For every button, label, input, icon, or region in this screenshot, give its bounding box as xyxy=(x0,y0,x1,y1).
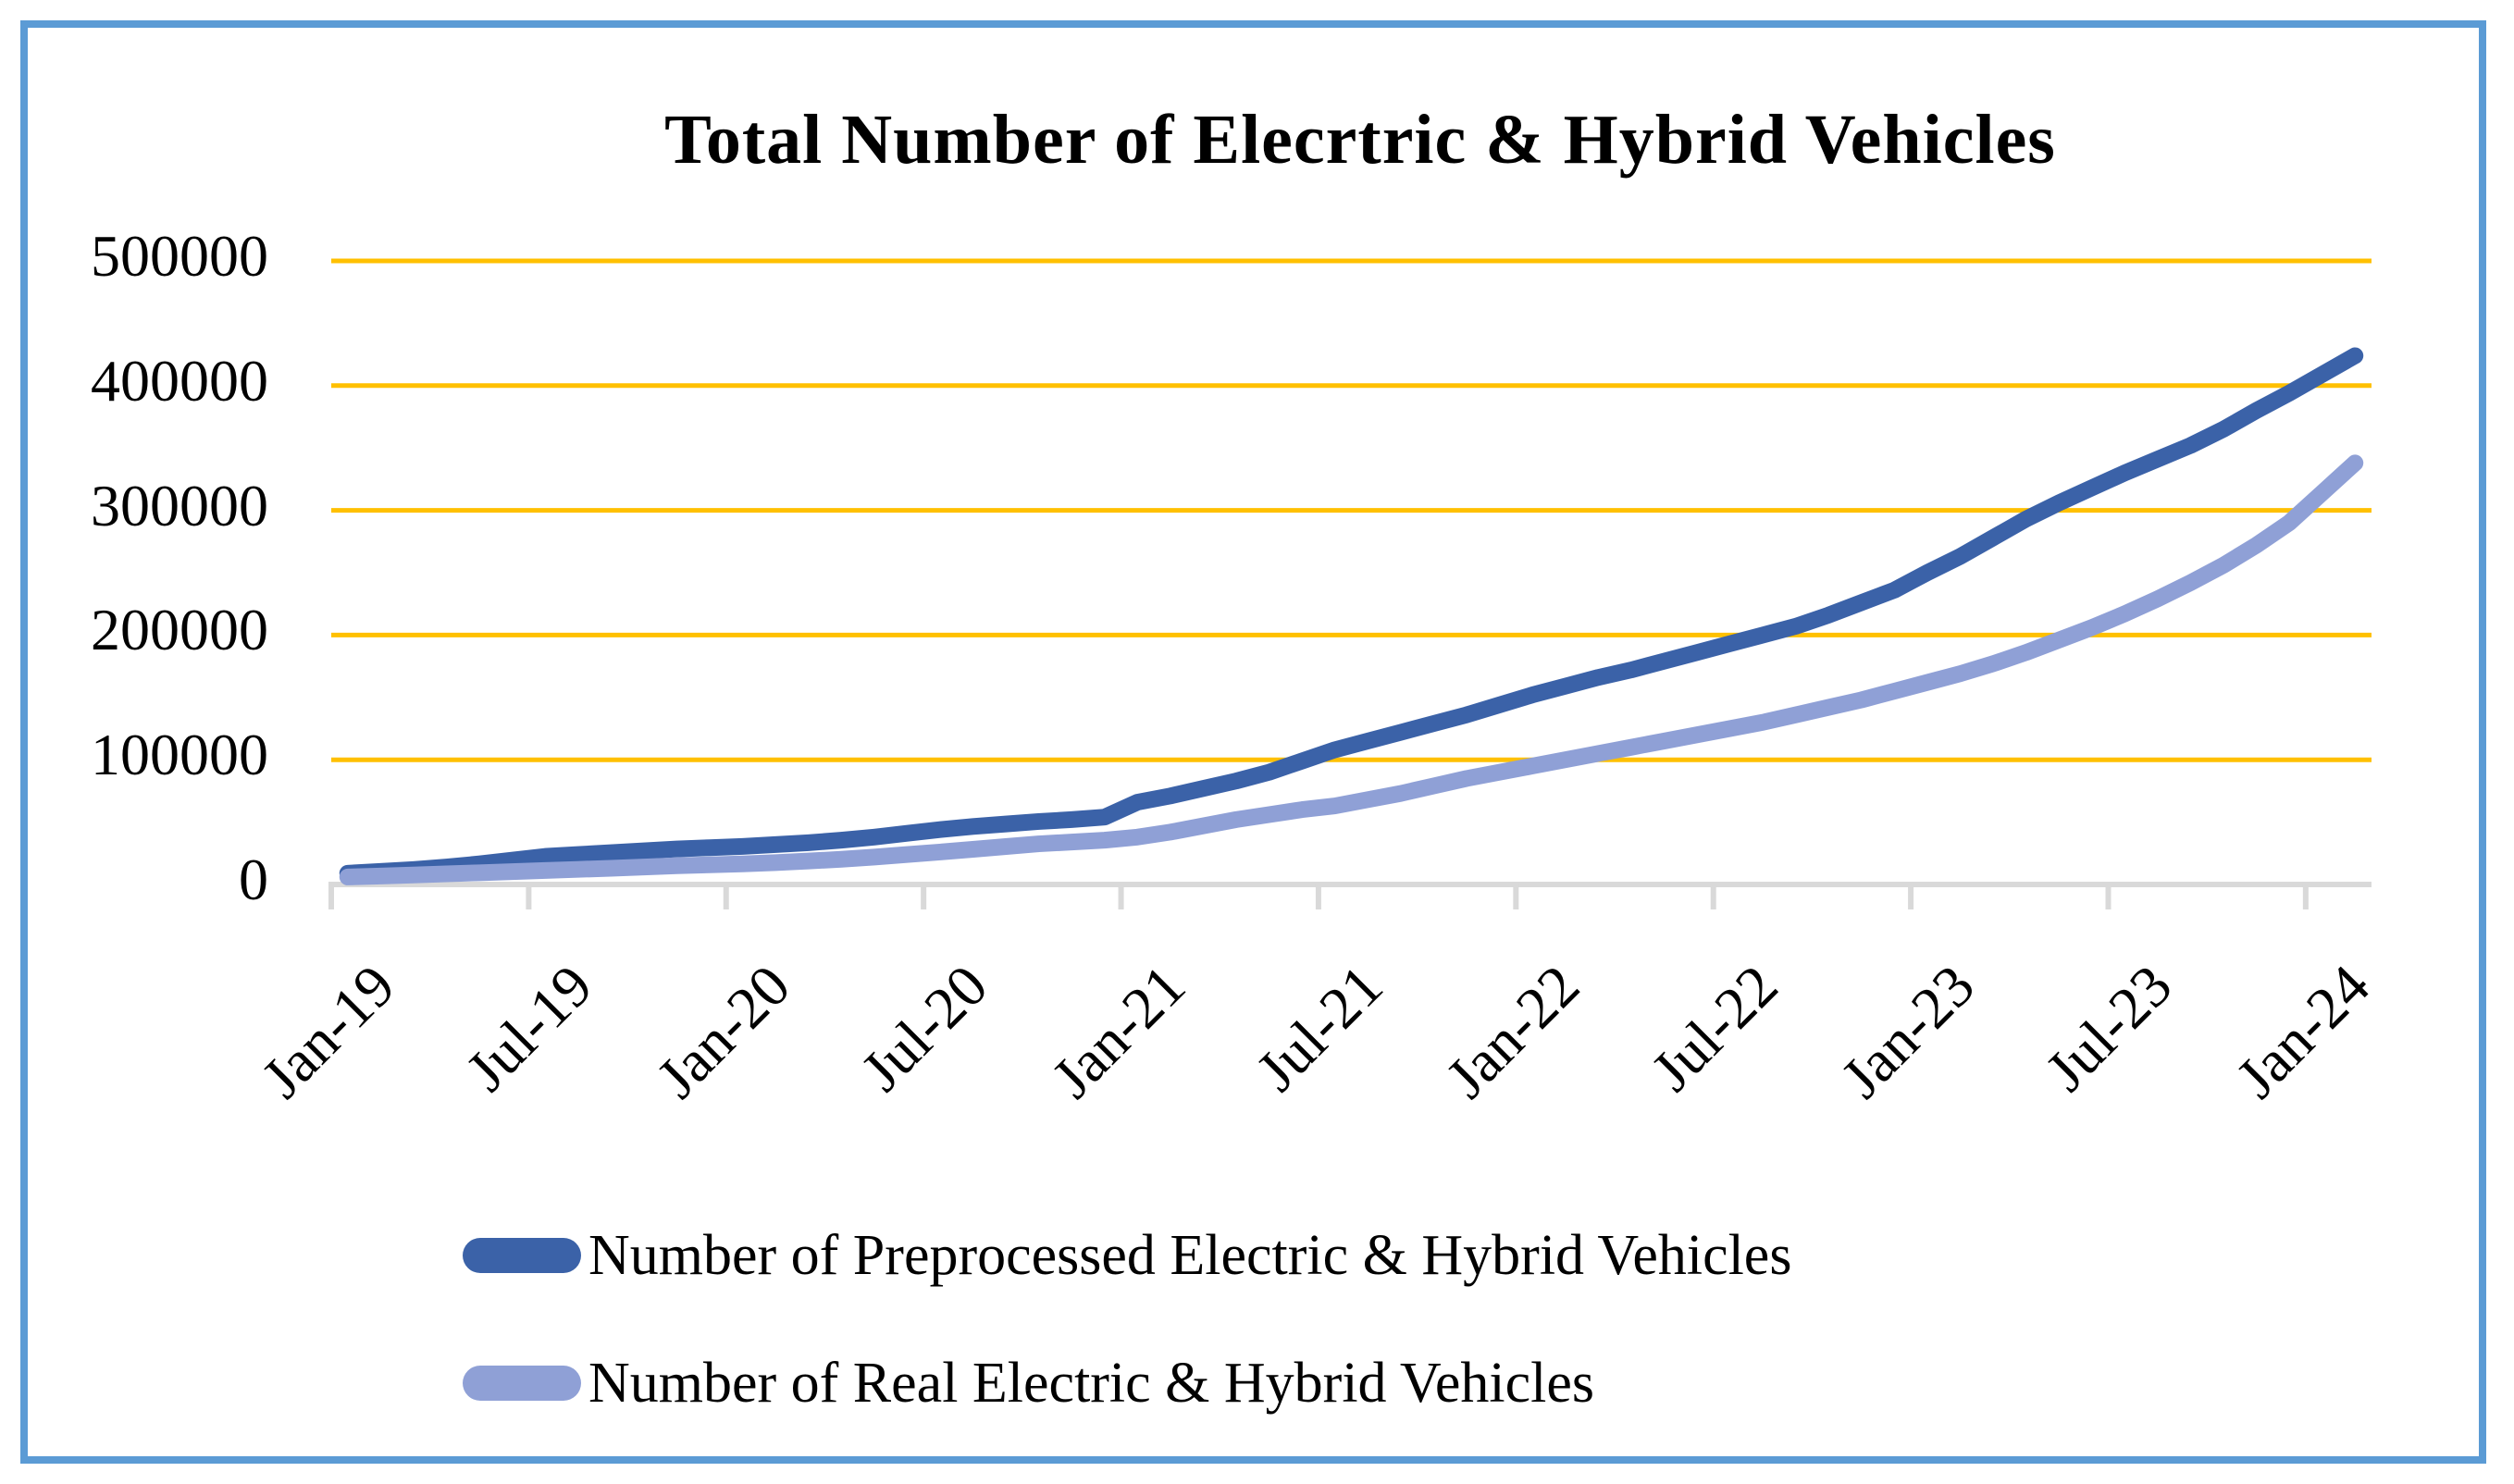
y-axis-label: 400000 xyxy=(91,347,268,414)
series-line-preprocessed xyxy=(339,347,2364,882)
legend-label-real: Number of Real Electric & Hybrid Vehicle… xyxy=(588,1351,1594,1415)
legend-swatch-real xyxy=(463,1366,581,1401)
y-axis-label: 0 xyxy=(239,847,268,912)
y-axis-label: 300000 xyxy=(91,472,268,538)
y-axis-label: 100000 xyxy=(91,722,268,788)
legend-label-preprocessed: Number of Preprocessed Electric & Hybrid… xyxy=(588,1223,1792,1287)
legend-swatch-preprocessed xyxy=(463,1238,581,1273)
y-axis-label: 200000 xyxy=(91,597,268,663)
series-line-real xyxy=(339,454,2364,885)
y-axis-label: 500000 xyxy=(91,223,268,289)
chart-title: Total Number of Elecrtric & Hybrid Vehic… xyxy=(664,101,2056,179)
legend-item-preprocessed: Number of Preprocessed Electric & Hybrid… xyxy=(463,1217,1791,1294)
legend-item-real: Number of Real Electric & Hybrid Vehicle… xyxy=(463,1344,1594,1422)
